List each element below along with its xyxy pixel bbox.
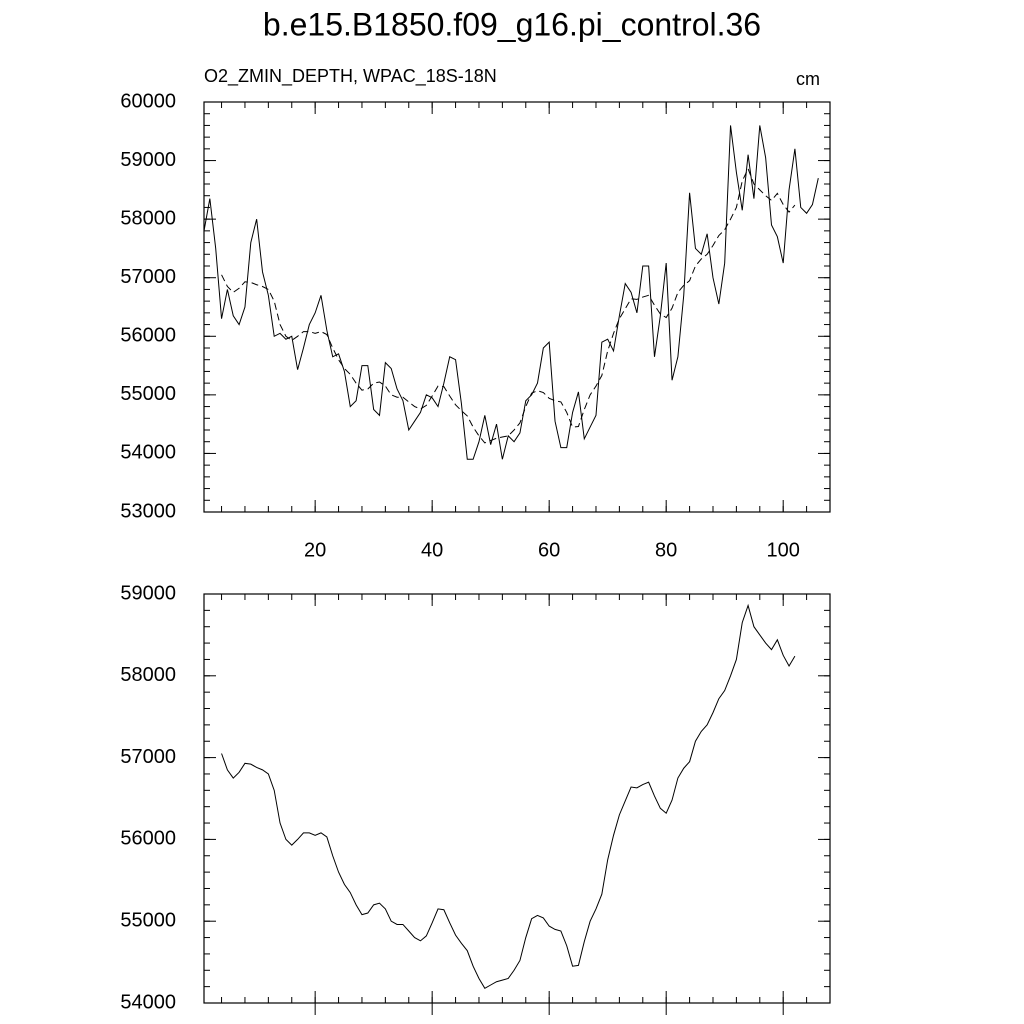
data-line	[221, 603, 796, 989]
y-tick-label: 54000	[120, 991, 176, 1013]
x-tick-label: 60	[538, 539, 560, 561]
y-tick-label: 57000	[120, 266, 176, 288]
y-tick-label: 57000	[120, 746, 176, 768]
y-tick-label: 55000	[120, 909, 176, 931]
y-tick-label: 55000	[120, 383, 176, 405]
y-tick-label: 59000	[120, 582, 176, 604]
x-tick-label: 80	[655, 539, 677, 561]
x-tick-label: 100	[767, 539, 800, 561]
y-tick-label: 58000	[120, 207, 176, 229]
x-tick-label: 20	[304, 539, 326, 561]
y-tick-label: 58000	[120, 664, 176, 686]
y-tick-label: 56000	[120, 325, 176, 347]
y-tick-label: 54000	[120, 442, 176, 464]
data-line	[221, 167, 796, 444]
plot-frame	[203, 101, 831, 513]
chart-title: b.e15.B1850.f09_g16.pi_control.36	[263, 6, 761, 42]
y-tick-label: 53000	[120, 500, 176, 522]
x-tick-label: 40	[421, 539, 443, 561]
plot-frame	[203, 593, 831, 1004]
y-tick-label: 56000	[120, 828, 176, 850]
units: cm	[796, 69, 820, 89]
data-line	[203, 125, 819, 460]
subtitle: O2_ZMIN_DEPTH, WPAC_18S-18N	[204, 66, 497, 87]
y-tick-label: 60000	[120, 90, 176, 112]
y-tick-label: 59000	[120, 149, 176, 171]
